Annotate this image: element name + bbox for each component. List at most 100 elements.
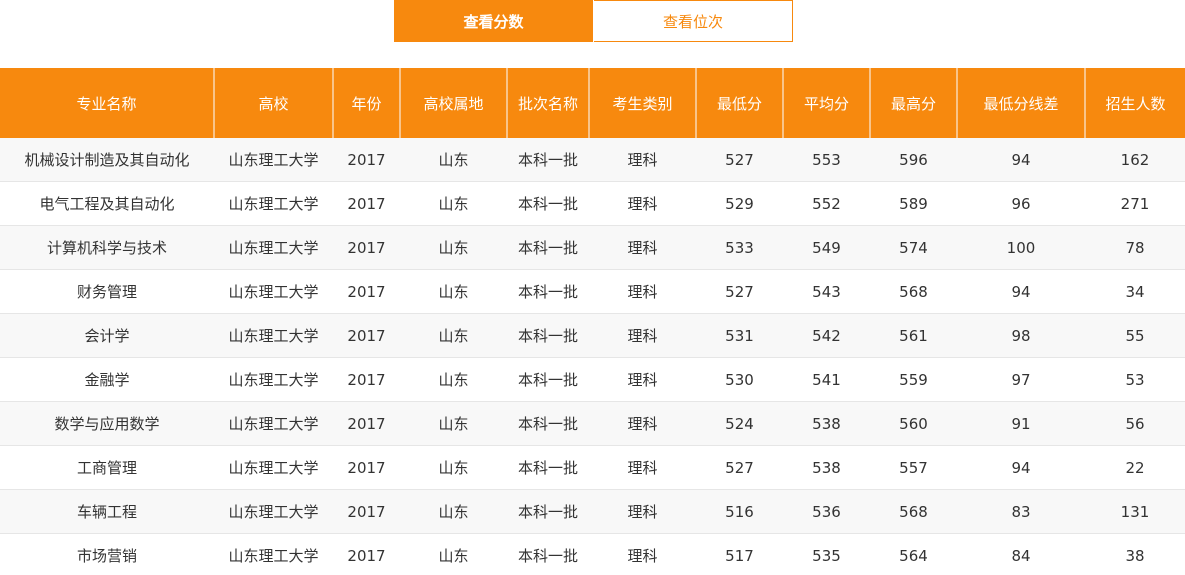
table-cell: 533 (696, 225, 783, 270)
table-row: 市场营销 山东理工大学 2017 山东 本科一批 理科 517 535 564 84 38 (0, 533, 1185, 575)
table-cell: 162 (1085, 138, 1185, 182)
table-cell: 理科 (589, 445, 696, 490)
table-cell: 527 (696, 445, 783, 490)
table-cell: 车辆工程 (0, 489, 214, 534)
table-cell: 589 (870, 181, 957, 226)
table-cell: 理科 (589, 401, 696, 446)
table-cell: 理科 (589, 269, 696, 314)
table-cell: 517 (696, 533, 783, 575)
table-cell: 2017 (333, 357, 400, 402)
table-cell: 543 (783, 269, 870, 314)
column-header: 年份 (333, 68, 401, 138)
table-cell: 财务管理 (0, 269, 214, 314)
table-cell: 557 (870, 445, 957, 490)
table-cell: 本科一批 (507, 445, 589, 490)
table-cell: 527 (696, 138, 783, 182)
table-cell: 山东理工大学 (214, 489, 333, 534)
table-cell: 山东 (400, 401, 507, 446)
table-body: 机械设计制造及其自动化 山东理工大学 2017 山东 本科一批 理科 527 553 596 94… (0, 138, 1185, 575)
table-cell: 山东 (400, 225, 507, 270)
table-row: 计算机科学与技术 山东理工大学 2017 山东 本科一批 理科 533 549 574 100 78 (0, 225, 1185, 270)
table-cell: 568 (870, 269, 957, 314)
table-cell: 529 (696, 181, 783, 226)
table-row: 车辆工程 山东理工大学 2017 山东 本科一批 理科 516 536 568 83 131 (0, 489, 1185, 534)
table-cell: 2017 (333, 138, 400, 182)
table-cell: 理科 (589, 313, 696, 358)
table-cell: 564 (870, 533, 957, 575)
table-cell: 568 (870, 489, 957, 534)
table-cell: 山东理工大学 (214, 181, 333, 226)
table-cell: 理科 (589, 225, 696, 270)
table-cell: 34 (1085, 269, 1185, 314)
tab-score[interactable]: 查看分数 (394, 0, 593, 42)
table-cell: 100 (957, 225, 1085, 270)
table-cell: 山东理工大学 (214, 357, 333, 402)
column-header: 招生人数 (1085, 68, 1185, 138)
table-row: 数学与应用数学 山东理工大学 2017 山东 本科一批 理科 524 538 560 91 56 (0, 401, 1185, 446)
table-cell: 2017 (333, 533, 400, 575)
table-cell: 金融学 (0, 357, 214, 402)
table-cell: 山东 (400, 489, 507, 534)
table-cell: 本科一批 (507, 269, 589, 314)
table-cell: 本科一批 (507, 181, 589, 226)
table-cell: 2017 (333, 401, 400, 446)
score-table: 专业名称 高校 年份 高校属地 批次名称 考生类别 最低分 平均分 最高分 最低分线差 招生人数 机… (0, 68, 1185, 575)
table-cell: 计算机科学与技术 (0, 225, 214, 270)
table-cell: 电气工程及其自动化 (0, 181, 214, 226)
table-cell: 56 (1085, 401, 1185, 446)
table-cell: 理科 (589, 489, 696, 534)
table-cell: 94 (957, 138, 1085, 182)
table-cell: 83 (957, 489, 1085, 534)
table-cell: 53 (1085, 357, 1185, 402)
table-cell: 山东理工大学 (214, 533, 333, 575)
table-cell: 516 (696, 489, 783, 534)
table-cell: 530 (696, 357, 783, 402)
table-cell: 理科 (589, 181, 696, 226)
table-cell: 535 (783, 533, 870, 575)
table-cell: 55 (1085, 313, 1185, 358)
table-cell: 本科一批 (507, 533, 589, 575)
table-cell: 98 (957, 313, 1085, 358)
table-cell: 山东 (400, 533, 507, 575)
table-cell: 市场营销 (0, 533, 214, 575)
table-cell: 94 (957, 269, 1085, 314)
table-cell: 538 (783, 445, 870, 490)
table-cell: 数学与应用数学 (0, 401, 214, 446)
column-header: 最高分 (870, 68, 958, 138)
table-cell: 会计学 (0, 313, 214, 358)
table-cell: 山东理工大学 (214, 269, 333, 314)
table-cell: 山东 (400, 313, 507, 358)
table-cell: 山东 (400, 138, 507, 182)
table-cell: 山东 (400, 357, 507, 402)
table-cell: 山东 (400, 269, 507, 314)
table-cell: 549 (783, 225, 870, 270)
table-cell: 553 (783, 138, 870, 182)
column-header: 高校属地 (400, 68, 508, 138)
table-cell: 552 (783, 181, 870, 226)
table-cell: 561 (870, 313, 957, 358)
table-cell: 机械设计制造及其自动化 (0, 138, 214, 182)
table-cell: 596 (870, 138, 957, 182)
table-cell: 2017 (333, 489, 400, 534)
header-row: 专业名称 高校 年份 高校属地 批次名称 考生类别 最低分 平均分 最高分 最低分线差 招生人数 (0, 68, 1185, 138)
table-cell: 理科 (589, 533, 696, 575)
table-cell: 山东理工大学 (214, 445, 333, 490)
table-cell: 山东理工大学 (214, 313, 333, 358)
table-row: 电气工程及其自动化 山东理工大学 2017 山东 本科一批 理科 529 552 589 96 27… (0, 181, 1185, 226)
table-cell: 本科一批 (507, 489, 589, 534)
table-cell: 工商管理 (0, 445, 214, 490)
column-header: 最低分线差 (957, 68, 1086, 138)
table-cell: 541 (783, 357, 870, 402)
tab-rank[interactable]: 查看位次 (594, 0, 793, 42)
table-cell: 2017 (333, 181, 400, 226)
table-cell: 山东 (400, 181, 507, 226)
table-cell: 97 (957, 357, 1085, 402)
table-cell: 96 (957, 181, 1085, 226)
table-row: 机械设计制造及其自动化 山东理工大学 2017 山东 本科一批 理科 527 553 596 94… (0, 138, 1185, 182)
column-header: 考生类别 (589, 68, 697, 138)
table-cell: 山东理工大学 (214, 138, 333, 182)
table-cell: 本科一批 (507, 401, 589, 446)
table-cell: 531 (696, 313, 783, 358)
column-header: 最低分 (696, 68, 784, 138)
table-cell: 理科 (589, 357, 696, 402)
